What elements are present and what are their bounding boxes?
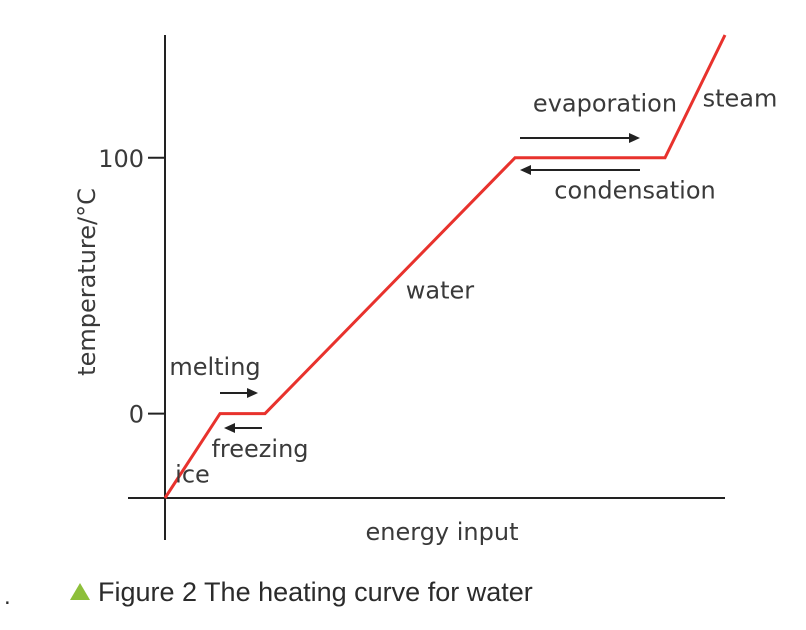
annotation-melting: melting xyxy=(169,353,260,381)
x-axis-label: energy input xyxy=(366,518,519,546)
evaporation-arrow xyxy=(520,133,640,143)
annotation-evaporation: evaporation xyxy=(533,90,677,118)
heating-curve-chart: 0 100 temperature/°C energy input ice mel… xyxy=(73,34,777,546)
annotation-freezing: freezing xyxy=(211,435,308,463)
phase-arrows xyxy=(220,133,640,433)
annotation-ice: ice xyxy=(175,461,210,489)
condensation-arrow xyxy=(520,165,640,175)
y-tick-label-100: 100 xyxy=(98,145,144,173)
figure-caption: Figure 2 The heating curve for water xyxy=(70,577,533,608)
triangle-icon xyxy=(70,583,90,600)
y-tick-label-0: 0 xyxy=(129,401,144,429)
heating-curve-line xyxy=(163,34,727,499)
annotation-water: water xyxy=(406,276,475,304)
freezing-arrow xyxy=(224,423,262,433)
annotation-condensation: condensation xyxy=(554,177,715,205)
y-axis-label: temperature/°C xyxy=(73,188,101,376)
annotation-steam: steam xyxy=(703,85,778,113)
figure-caption-text: Figure 2 The heating curve for water xyxy=(98,577,533,607)
caption-marker: . xyxy=(4,583,11,610)
annotations: ice melting freezing water evaporation conden… xyxy=(169,85,777,489)
axes xyxy=(128,35,725,540)
melting-arrow xyxy=(220,388,258,398)
